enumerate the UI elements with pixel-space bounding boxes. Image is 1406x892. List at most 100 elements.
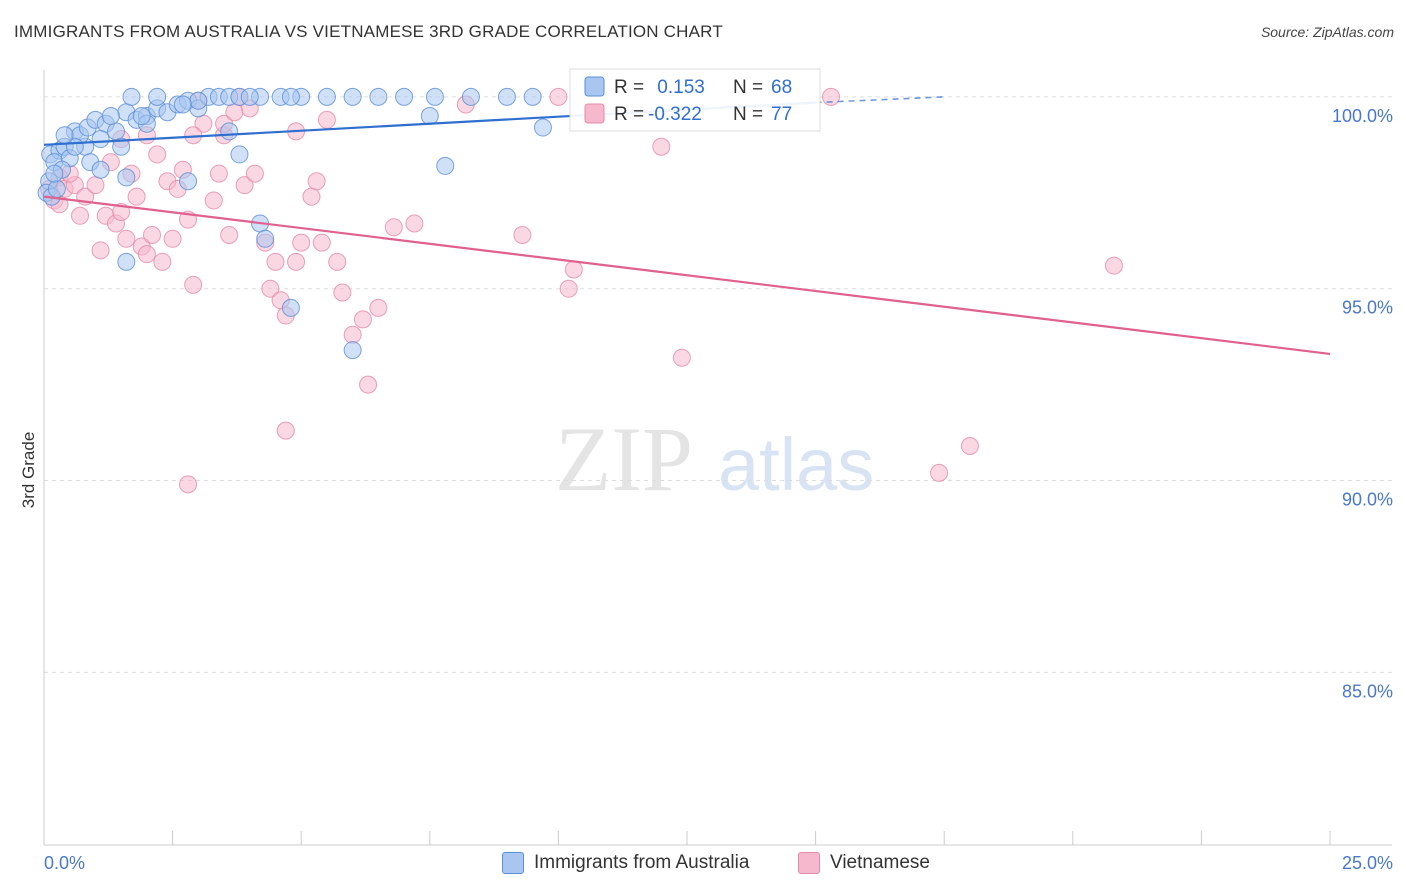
y-tick-label-90: 90.0% <box>1342 490 1393 510</box>
blue-point-41 <box>461 87 480 106</box>
pink-point-65 <box>930 463 949 482</box>
pink-point-50 <box>343 325 362 344</box>
blue-point-37 <box>343 87 362 106</box>
blue-point-50 <box>117 168 136 187</box>
pink-point-46 <box>312 233 331 252</box>
pink-point-48 <box>328 252 347 271</box>
blue-point-15 <box>107 122 126 141</box>
pink-point-17 <box>137 245 156 264</box>
legend-item-australia[interactable]: Immigrants from Australia <box>502 852 749 874</box>
source-label: Source: ZipAtlas.com <box>1260 24 1394 40</box>
pink-point-30 <box>209 164 228 183</box>
blue-point-53 <box>230 145 249 164</box>
blue-point-63 <box>117 252 136 271</box>
blue-point-43 <box>523 87 542 106</box>
pink-trend-line <box>43 195 1331 356</box>
pink-point-60 <box>564 260 583 279</box>
pink-point-67 <box>276 421 295 440</box>
chart-title: IMMIGRANTS FROM AUSTRALIA VS VIETNAMESE … <box>14 22 723 41</box>
pink-point-38 <box>261 279 280 298</box>
series-australia-points <box>37 87 552 360</box>
pink-point-51 <box>353 310 372 329</box>
x-tick-label-min: 0.0% <box>44 853 85 873</box>
pink-point-12 <box>112 202 131 221</box>
pink-point-19 <box>148 145 167 164</box>
blue-point-55 <box>256 229 275 248</box>
blue-point-44 <box>189 91 208 110</box>
y-tick-label-100: 100.0% <box>1332 106 1393 126</box>
y-tick-label-85: 85.0% <box>1342 681 1393 701</box>
pink-point-57 <box>513 225 532 244</box>
pink-point-54 <box>384 218 403 237</box>
legend-n-label-vietnamese: N = <box>733 104 763 125</box>
blue-point-56 <box>281 298 300 317</box>
pink-point-29 <box>204 191 223 210</box>
blue-point-42 <box>497 87 516 106</box>
blue-point-17 <box>101 107 120 126</box>
pink-point-42 <box>287 252 306 271</box>
legend-r-label-vietnamese: R = <box>614 104 644 125</box>
pink-point-15 <box>127 187 146 206</box>
pink-point-75 <box>225 103 244 122</box>
legend-swatch-australia-bottom <box>502 852 524 874</box>
pink-point-74 <box>184 126 203 145</box>
blue-point-46 <box>240 87 259 106</box>
pink-point-58 <box>549 87 568 106</box>
pink-point-5 <box>71 206 90 225</box>
stats-legend: R = 0.153 N = 68 R = -0.322 N = 77 <box>569 68 821 132</box>
pink-point-44 <box>302 187 321 206</box>
pink-point-26 <box>184 275 203 294</box>
legend-item-vietnamese[interactable]: Vietnamese <box>798 852 930 874</box>
axes: 85.0% 90.0% 95.0% 100.0% 0.0% 25.0% <box>43 70 1393 873</box>
blue-point-36 <box>317 87 336 106</box>
legend-n-value-vietnamese: 77 <box>771 104 792 125</box>
blue-point-51 <box>179 172 198 191</box>
blue-point-57 <box>343 341 362 360</box>
blue-point-18 <box>91 130 110 149</box>
legend-swatch-vietnamese-bottom <box>798 852 820 874</box>
legend-r-value-vietnamese: -0.322 <box>648 104 702 125</box>
pink-point-18 <box>143 225 162 244</box>
pink-point-36 <box>245 164 264 183</box>
pink-point-61 <box>652 137 671 156</box>
pink-point-52 <box>359 375 378 394</box>
blue-point-62 <box>91 160 110 179</box>
blue-point-47 <box>281 87 300 106</box>
blue-point-19 <box>112 137 131 156</box>
blue-point-38 <box>369 87 388 106</box>
pink-point-20 <box>153 252 172 271</box>
blue-point-67 <box>55 126 74 145</box>
blue-point-60 <box>533 118 552 137</box>
legend-swatch-vietnamese <box>584 103 605 124</box>
blue-point-31 <box>122 87 141 106</box>
legend-label-australia: Immigrants from Australia <box>534 852 750 873</box>
pink-point-13 <box>117 229 136 248</box>
pink-point-22 <box>163 229 182 248</box>
blue-point-32 <box>148 87 167 106</box>
pink-point-34 <box>235 176 254 195</box>
legend-n-label-australia: N = <box>733 77 763 98</box>
legend-r-label-australia: R = <box>614 77 644 98</box>
pink-point-64 <box>1104 256 1123 275</box>
pink-point-55 <box>405 214 424 233</box>
pink-point-7 <box>86 176 105 195</box>
blue-point-39 <box>395 87 414 106</box>
legend-swatch-australia <box>584 76 605 97</box>
blue-point-6 <box>47 179 66 198</box>
pink-point-59 <box>559 279 578 298</box>
blue-point-40 <box>425 87 444 106</box>
pink-point-8 <box>91 241 110 260</box>
y-axis-label: 3rd Grade <box>19 432 38 509</box>
y-tick-label-95: 95.0% <box>1342 298 1393 318</box>
blue-point-59 <box>436 156 455 175</box>
legend-n-value-australia: 68 <box>771 77 792 98</box>
pink-point-62 <box>672 348 691 367</box>
pink-point-45 <box>307 172 326 191</box>
pink-point-43 <box>292 233 311 252</box>
pink-point-63 <box>822 87 841 106</box>
blue-point-49 <box>132 107 151 126</box>
pink-point-68 <box>179 475 198 494</box>
blue-point-66 <box>45 164 64 183</box>
pink-point-49 <box>333 283 352 302</box>
watermark-zip: ZIP <box>555 408 693 510</box>
